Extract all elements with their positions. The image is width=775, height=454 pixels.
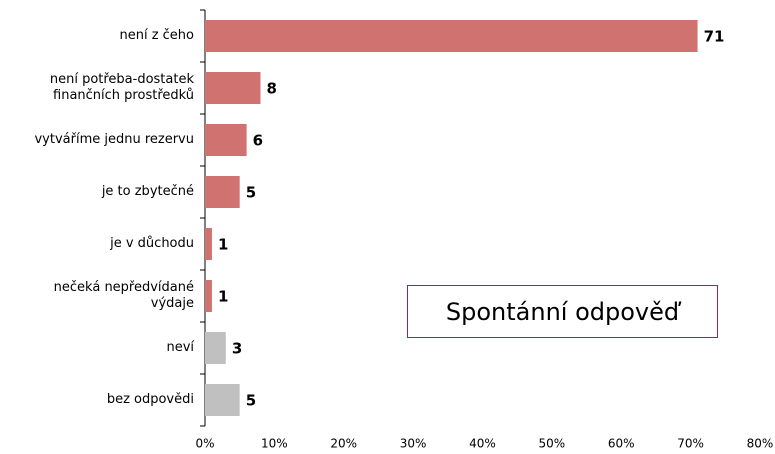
value-label: 6 [253,132,263,150]
annotation: Spontánní odpověď [445,297,680,326]
value-label: 3 [232,340,242,358]
x-tick-label: 20% [330,437,357,451]
value-label: 71 [704,28,725,46]
category-label: není z čeho [119,28,194,43]
bar [205,280,212,312]
value-label: 5 [246,184,256,202]
category-label: nečeká nepředvídané výdaje [53,280,194,311]
bar [205,332,226,364]
bar [205,384,240,416]
x-tick-label: 0% [195,437,214,451]
x-tick-label: 50% [539,437,566,451]
x-tick-label: 70% [677,437,704,451]
x-tick-label: 40% [469,437,496,451]
x-tick-label: 80% [747,437,774,451]
x-tick-label: 10% [261,437,288,451]
value-label: 1 [218,288,228,306]
value-label: 1 [218,236,228,254]
bar [205,228,212,260]
bar [205,72,261,104]
bar [205,20,698,52]
value-label: 5 [246,392,256,410]
x-tick-label: 30% [400,437,427,451]
bar [205,176,240,208]
category-label: bez odpovědi [106,392,194,407]
annotation-box: Spontánní odpověď [407,285,718,338]
bar [205,124,247,156]
x-tick-label: 60% [608,437,635,451]
category-label: není potřeba-dostatek finančních prostře… [49,72,194,103]
category-label: neví [166,340,194,355]
value-label: 8 [267,80,277,98]
category-label: je v důchodu [110,236,194,251]
category-label: je to zbytečné [101,184,194,199]
category-label: vytváříme jednu rezervu [34,132,194,147]
